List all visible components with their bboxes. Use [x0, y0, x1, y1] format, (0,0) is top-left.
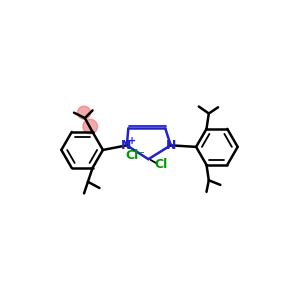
Text: Cl: Cl [155, 158, 168, 171]
Text: +: + [128, 136, 136, 146]
Text: N: N [121, 139, 131, 152]
Circle shape [77, 106, 91, 119]
Text: N: N [166, 139, 177, 152]
Circle shape [83, 119, 98, 134]
Text: Cl⁻: Cl⁻ [125, 149, 145, 162]
